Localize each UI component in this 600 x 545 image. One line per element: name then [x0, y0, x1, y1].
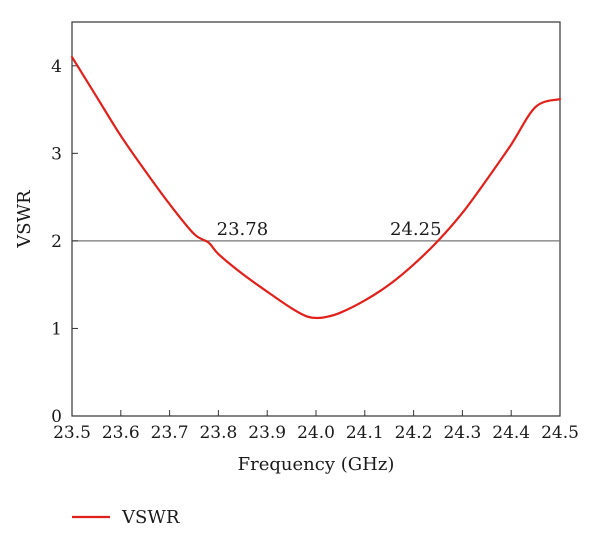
x-tick-label: 24.1 [346, 423, 384, 443]
y-tick-label: 1 [51, 319, 62, 339]
x-tick-label: 23.5 [53, 423, 91, 443]
x-tick-label: 23.6 [102, 423, 140, 443]
y-tick-label: 3 [51, 144, 62, 164]
y-axis-title: VSWR [14, 190, 35, 249]
y-tick-label: 2 [51, 232, 62, 252]
annotation-label: 23.78 [217, 219, 269, 240]
y-tick-label: 0 [51, 407, 62, 427]
x-tick-label: 24.3 [443, 423, 481, 443]
legend-label: VSWR [121, 507, 180, 528]
plot-frame [71, 21, 561, 417]
y-tick-label: 4 [51, 57, 62, 77]
x-tick-label: 24.0 [297, 423, 335, 443]
x-axis-title: Frequency (GHz) [238, 454, 395, 475]
x-tick-label: 23.9 [248, 423, 286, 443]
x-tick-label: 24.4 [492, 423, 530, 443]
x-tick-label: 24.2 [395, 423, 433, 443]
x-tick-label: 23.8 [199, 423, 237, 443]
plot-area: 23.5 23.6 23.7 23.8 23.9 24.0 24.1 24.2 24.3 24.4… [14, 21, 579, 528]
series-line-vswr [70, 55, 562, 320]
annotation-label: 24.25 [390, 219, 442, 240]
x-tick-label: 23.7 [151, 423, 189, 443]
x-tick-label: 24.5 [541, 423, 579, 443]
